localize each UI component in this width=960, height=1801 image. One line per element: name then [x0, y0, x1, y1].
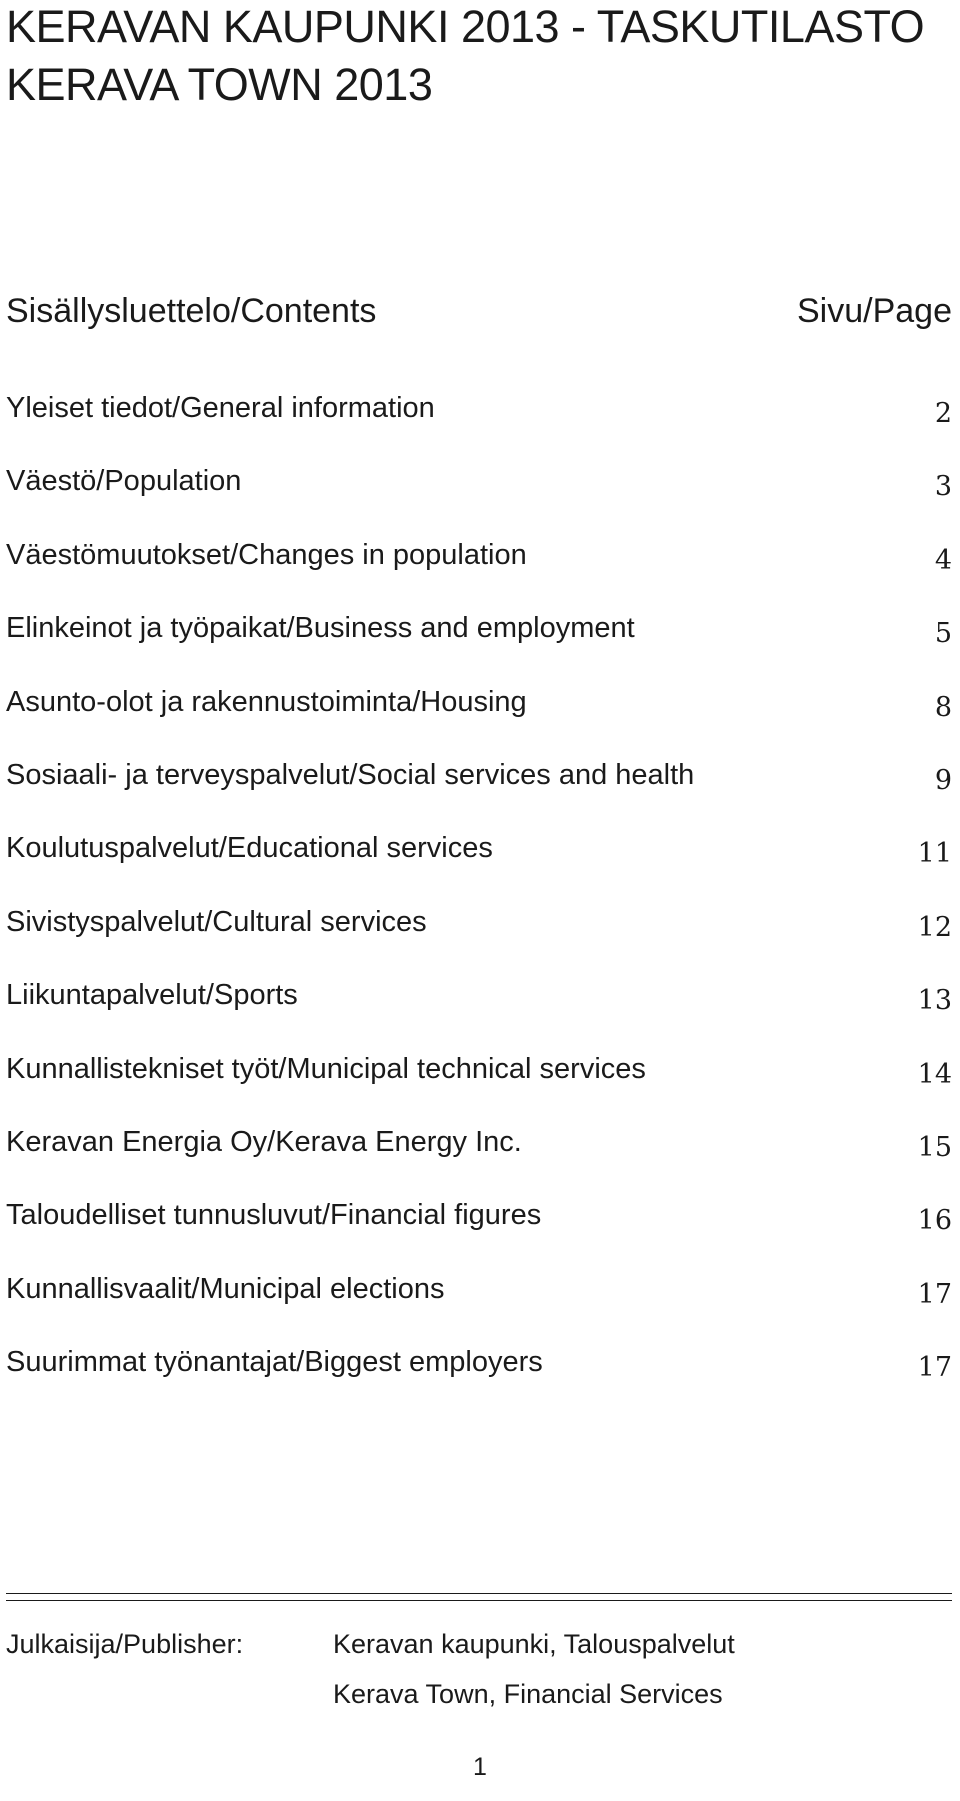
toc-item-label: Sivistyspalvelut/Cultural services — [6, 905, 427, 938]
toc-item-page: 5 — [934, 618, 952, 650]
toc-item-label: Kunnallisvaalit/Municipal elections — [6, 1272, 445, 1305]
toc-item-page: 15 — [917, 1131, 952, 1163]
toc-item: Liikuntapalvelut/Sports 13 — [6, 975, 952, 1048]
toc-item-label: Liikuntapalvelut/Sports — [6, 979, 298, 1012]
toc-item-label: Koulutuspalvelut/Educational services — [6, 832, 493, 865]
toc-item-page: 16 — [917, 1205, 952, 1237]
toc-item: Väestö/Population 3 — [6, 461, 952, 534]
toc-item-page: 13 — [917, 985, 952, 1017]
toc-item-page: 17 — [917, 1352, 952, 1384]
toc-item: Koulutuspalvelut/Educational services 11 — [6, 828, 952, 901]
toc-item-label: Suurimmat työnantajat/Biggest employers — [6, 1346, 543, 1379]
toc-item: Taloudelliset tunnusluvut/Financial figu… — [6, 1195, 952, 1268]
toc-item-page: 11 — [917, 838, 952, 870]
publisher-label: Julkaisija/Publisher: — [6, 1629, 244, 1659]
toc-item: Elinkeinot ja työpaikat/Business and emp… — [6, 608, 952, 681]
contents-heading: Sisällysluettelo/Contents — [6, 292, 377, 330]
page-column-heading: Sivu/Page — [797, 292, 952, 330]
toc-item: Sivistyspalvelut/Cultural services 12 — [6, 902, 952, 975]
document-title: KERAVAN KAUPUNKI 2013 - TASKUTILASTO — [6, 1, 925, 52]
document-subtitle: KERAVA TOWN 2013 — [6, 59, 433, 110]
toc-item-page: 8 — [934, 691, 952, 723]
toc-item: Kunnallisvaalit/Municipal elections 17 — [6, 1269, 952, 1342]
toc-item-label: Yleiset tiedot/General information — [6, 392, 435, 424]
toc-item-label: Elinkeinot ja työpaikat/Business and emp… — [6, 612, 635, 645]
toc-item-label: Väestö/Population — [6, 465, 242, 498]
publisher-name-english: Kerava Town, Financial Services — [333, 1679, 723, 1709]
contents-header: Sisällysluettelo/Contents Sivu/Page — [6, 290, 952, 332]
toc-item-label: Keravan Energia Oy/Kerava Energy Inc. — [6, 1125, 522, 1158]
toc-item: Asunto-olot ja rakennustoiminta/Housing 8 — [6, 682, 952, 755]
toc-item: Sosiaali- ja terveyspalvelut/Social serv… — [6, 755, 952, 828]
toc-item: Keravan Energia Oy/Kerava Energy Inc. 15 — [6, 1122, 952, 1195]
toc-item-page: 14 — [917, 1058, 952, 1090]
divider-top — [6, 1593, 952, 1594]
toc-item: Kunnallistekniset työt/Municipal technic… — [6, 1049, 952, 1122]
table-of-contents: Yleiset tiedot/General information 2 Väes… — [6, 388, 952, 1415]
toc-item: Yleiset tiedot/General information 2 — [6, 388, 952, 461]
toc-item-page: 12 — [917, 911, 952, 943]
toc-item-page: 9 — [934, 764, 952, 796]
toc-item-label: Taloudelliset tunnusluvut/Financial figu… — [6, 1199, 542, 1232]
toc-item-label: Kunnallistekniset työt/Municipal technic… — [6, 1052, 646, 1085]
toc-item-label: Asunto-olot ja rakennustoiminta/Housing — [6, 685, 527, 718]
page-number: 1 — [473, 1753, 487, 1781]
toc-item: Suurimmat työnantajat/Biggest employers 1… — [6, 1342, 952, 1415]
toc-item-page: 17 — [917, 1278, 952, 1310]
divider-bottom — [6, 1600, 952, 1601]
toc-item-page: 2 — [934, 398, 952, 429]
toc-item: Väestömuutokset/Changes in population 4 — [6, 535, 952, 608]
publisher-name: Keravan kaupunki, Talouspalvelut — [333, 1629, 735, 1659]
toc-item-label: Väestömuutokset/Changes in population — [6, 538, 527, 571]
toc-item-label: Sosiaali- ja terveyspalvelut/Social serv… — [6, 758, 695, 791]
toc-item-page: 4 — [934, 544, 952, 576]
toc-item-page: 3 — [934, 471, 952, 503]
